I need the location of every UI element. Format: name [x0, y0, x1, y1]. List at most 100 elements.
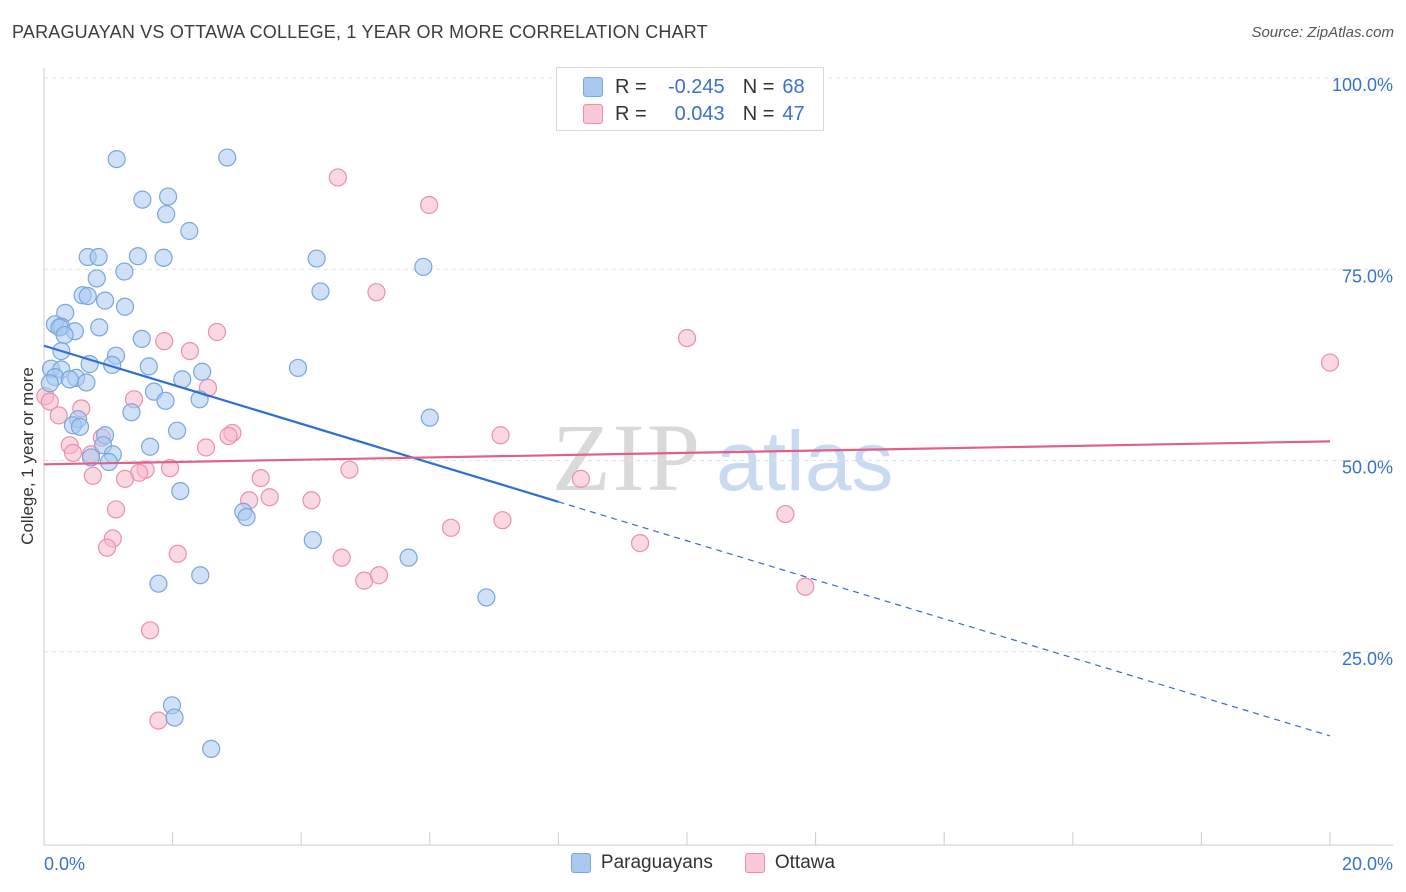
paraguayan-point: [89, 247, 108, 267]
paraguayan-point: [154, 248, 173, 267]
paraguayan-point: [288, 358, 308, 378]
series-legend: Paraguayans Ottawa: [0, 852, 1406, 874]
paraguayan-trendline: [43, 344, 559, 503]
ottawa-point: [63, 443, 83, 462]
paraguayan-point: [311, 282, 330, 301]
x-tick-label-max: 20.0%: [1342, 854, 1393, 874]
r-value: -0.245: [667, 75, 725, 98]
n-label: N =: [742, 75, 775, 98]
ottawa-points: [36, 168, 1340, 730]
paraguayan-point: [95, 291, 115, 310]
ottawa-point: [49, 406, 68, 425]
paraguayan-point: [191, 566, 210, 585]
blue-swatch: [583, 77, 603, 97]
ottawa-point: [796, 577, 815, 596]
source-credit: Source: ZipAtlas.com: [1251, 24, 1394, 41]
axes: [43, 68, 1393, 846]
paraguayan-point: [157, 205, 176, 224]
blue-swatch: [570, 853, 591, 873]
paraguayan-point: [180, 221, 199, 241]
watermark: ZIP atlas: [552, 404, 893, 511]
chart-title: PARAGUAYAN VS OTTAWA COLLEGE, 1 YEAR OR …: [12, 22, 708, 42]
r-label: R =: [615, 102, 647, 125]
r-label: R =: [615, 75, 647, 98]
ottawa-point: [776, 504, 795, 524]
legend-row-paraguayans: R = -0.245 N = 68: [583, 75, 805, 99]
paraguayan-point: [107, 149, 126, 169]
paraguayan-point: [140, 437, 160, 456]
paraguayan-trendline-extension: [558, 501, 1331, 737]
ottawa-point: [332, 548, 351, 567]
ottawa-point: [420, 195, 439, 215]
ottawa-point: [207, 322, 227, 342]
ottawa-point: [369, 566, 389, 585]
paraguayan-point: [139, 357, 158, 376]
paraguayan-point: [70, 417, 90, 436]
y-tick-label: 75.0%: [1342, 266, 1393, 286]
ottawa-point: [140, 621, 160, 640]
pink-swatch: [583, 104, 603, 124]
legend-item-ottawa[interactable]: Ottawa: [744, 852, 836, 874]
ottawa-point: [1320, 353, 1340, 372]
paraguayan-points: [40, 148, 496, 759]
ottawa-point: [251, 468, 270, 488]
r-value: 0.043: [674, 102, 725, 125]
ottawa-point: [340, 460, 359, 479]
watermark-zip: ZIP: [552, 404, 702, 511]
paraguayan-point: [132, 329, 151, 348]
paraguayan-point: [78, 286, 97, 306]
legend-label: Ottawa: [774, 852, 836, 873]
paraguayan-point: [128, 247, 147, 266]
paraguayan-point: [193, 362, 212, 381]
paraguayan-point: [60, 370, 79, 389]
trendlines: [43, 344, 1331, 737]
paraguayan-point: [158, 187, 178, 206]
ottawa-point: [160, 459, 180, 478]
paraguayan-point: [149, 574, 168, 593]
ottawa-point: [40, 392, 59, 411]
paraguayan-point: [414, 257, 433, 277]
paraguayan-point: [90, 318, 109, 337]
n-value: 47: [782, 102, 805, 125]
ottawa-point: [168, 544, 187, 563]
tick-labels: 0.0% 20.0% 25.0% 50.0% 75.0% 100.0%: [44, 75, 1393, 874]
paraguayan-point: [477, 588, 496, 607]
paraguayan-point: [399, 548, 418, 567]
x-tick-label-min: 0.0%: [44, 854, 85, 874]
ottawa-point: [106, 500, 126, 519]
ottawa-point: [196, 438, 216, 457]
paraguayan-point: [77, 373, 96, 392]
paraguayan-point: [81, 448, 101, 467]
gridlines: [44, 77, 1393, 653]
paraguayan-point: [115, 297, 135, 316]
paraguayan-point: [218, 148, 237, 167]
paraguayan-point: [171, 482, 190, 501]
paraguayan-point: [165, 708, 184, 727]
ottawa-point: [155, 332, 174, 351]
ottawa-point: [180, 342, 200, 361]
ottawa-point: [491, 426, 510, 445]
paraguayan-point: [87, 269, 106, 288]
paraguayan-point: [307, 249, 326, 268]
ottawa-point: [328, 168, 347, 187]
paraguayan-point: [122, 403, 141, 422]
ottawa-trendline: [43, 440, 1331, 466]
ottawa-point: [630, 534, 650, 553]
n-label: N =: [742, 102, 775, 125]
ottawa-point: [677, 329, 697, 348]
paraguayan-point: [40, 374, 59, 393]
ottawa-point: [219, 426, 238, 446]
ottawa-point: [571, 469, 591, 488]
legend-label: Paraguayans: [600, 852, 713, 873]
ottawa-point: [149, 711, 168, 730]
paraguayan-point: [55, 325, 74, 345]
paraguayan-point: [303, 530, 322, 550]
pink-swatch: [744, 853, 765, 873]
ottawa-point: [260, 488, 279, 507]
paraguayan-point: [115, 262, 134, 281]
y-tick-label: 100.0%: [1332, 75, 1393, 95]
paraguayan-point: [168, 421, 187, 440]
legend-row-ottawa: R = 0.043 N = 47: [583, 102, 805, 126]
legend-item-paraguayans[interactable]: Paraguayans: [570, 852, 713, 874]
